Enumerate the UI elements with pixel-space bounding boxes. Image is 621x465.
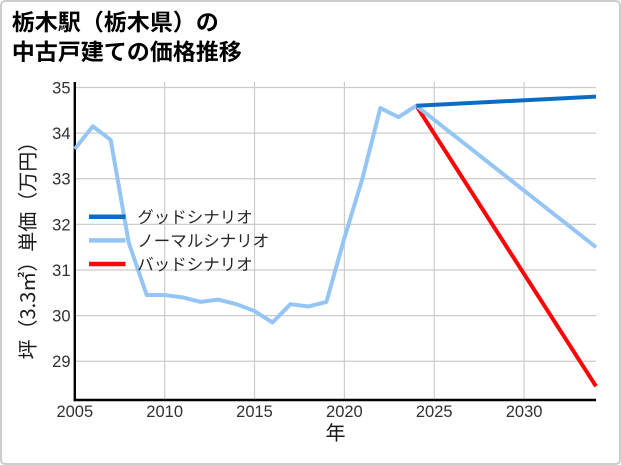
chart-title-line2-glyphs	[13, 40, 242, 63]
x-axis-label: 年	[326, 422, 346, 442]
y-tick-label: 34	[52, 125, 70, 143]
y-tick-label: 33	[52, 171, 70, 189]
y-tick-label: 29	[52, 353, 70, 371]
legend-label-good-scenario: グッドシナリオ	[137, 210, 253, 227]
leg-good-glyphs	[138, 209, 251, 225]
legend-label-normal-scenario: ノーマルシナリオ	[137, 233, 269, 250]
series-line-normal-scenario	[73, 103, 598, 325]
x-tick-label: 2020	[326, 403, 363, 421]
series-line-bad-scenario	[414, 104, 598, 388]
y-tick-label: 35	[52, 79, 70, 97]
legend-label-bad-scenario: バッドシナリオ	[137, 257, 253, 274]
x-tick-label: 2015	[236, 403, 273, 421]
y-axis-label: 坪（3.3㎡）単価（万円）	[35, 132, 55, 360]
y-tick-label: 32	[52, 216, 70, 234]
y-tick-label: 31	[52, 262, 70, 280]
x-axis-label-glyphs	[326, 423, 345, 442]
chart-title-line2: 中古戸建ての価格推移	[12, 35, 242, 65]
chart-title-line1: 栃木駅（栃木県）の	[12, 5, 219, 35]
x-tick-label: 2010	[146, 403, 183, 421]
chart-title-line1-glyphs	[12, 10, 218, 33]
leg-normal-glyphs	[139, 233, 268, 248]
x-tick-label: 2025	[416, 403, 453, 421]
x-tick-label: 2030	[506, 403, 543, 421]
series-line-good-scenario	[416, 94, 597, 108]
y-tick-label: 30	[52, 308, 70, 326]
x-tick-label: 2005	[56, 403, 93, 421]
leg-bad-glyphs	[138, 256, 251, 272]
